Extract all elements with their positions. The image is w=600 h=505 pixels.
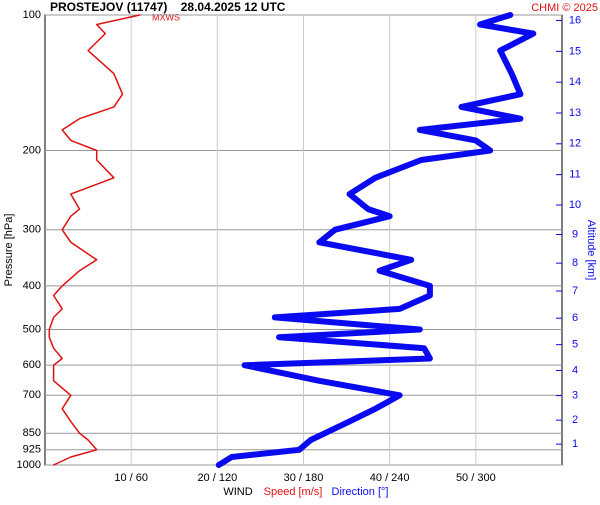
y2-tick-label: 7 (572, 285, 578, 297)
y2-tick-label: 3 (572, 390, 578, 402)
y-tick-label: 700 (23, 389, 41, 401)
x-tick-label: 50 / 300 (456, 472, 496, 484)
x-tick-label: 30 / 180 (284, 472, 324, 484)
y2-tick-label: 5 (572, 339, 578, 351)
y-tick-label: 300 (23, 224, 41, 236)
y-tick-label: 200 (23, 144, 41, 156)
x-tick-label: 10 / 60 (114, 472, 148, 484)
chart-title: PROSTEJOV (11747) 28.04.2025 12 UTC (50, 0, 286, 14)
annotation: MXWS (152, 12, 180, 22)
credit: CHMI © 2025 (531, 2, 598, 14)
x-tick-label: 40 / 240 (370, 472, 410, 484)
y-tick-label: 1000 (17, 459, 41, 471)
y2-tick-label: 9 (572, 228, 578, 240)
y2-tick-label: 11 (569, 169, 580, 181)
profile-line (48, 14, 141, 466)
y-axis-label: Pressure [hPa] (3, 214, 15, 287)
y2-tick-label: 2 (572, 414, 578, 426)
y-tick-label: 100 (23, 9, 41, 21)
y2-tick-label: 13 (569, 107, 581, 119)
y2-tick-label: 14 (569, 76, 581, 88)
y-tick-label: 925 (23, 444, 41, 456)
y2-tick-label: 10 (569, 199, 581, 211)
y-tick-label: 500 (23, 323, 41, 335)
y-tick-label: 600 (23, 359, 41, 371)
x-tick-label: 20 / 120 (197, 472, 237, 484)
y-tick-label: 400 (23, 280, 41, 292)
x-axis-label: WIND (223, 486, 252, 498)
y2-tick-label: 6 (572, 312, 578, 324)
y2-tick-label: 4 (572, 364, 578, 376)
y2-tick-label: 1 (572, 438, 578, 450)
y2-tick-label: 12 (569, 138, 581, 150)
y-tick-label: 850 (23, 427, 41, 439)
speed-label: Speed [m/s] (264, 486, 323, 498)
direction-label: Direction [°] (332, 486, 389, 498)
profile-line (215, 12, 537, 468)
y2-tick-label: 15 (569, 45, 581, 57)
y2-tick-label: 16 (569, 14, 581, 26)
y2-tick-label: 8 (572, 257, 578, 269)
y2-axis-label: Altitude [km] (585, 220, 597, 281)
